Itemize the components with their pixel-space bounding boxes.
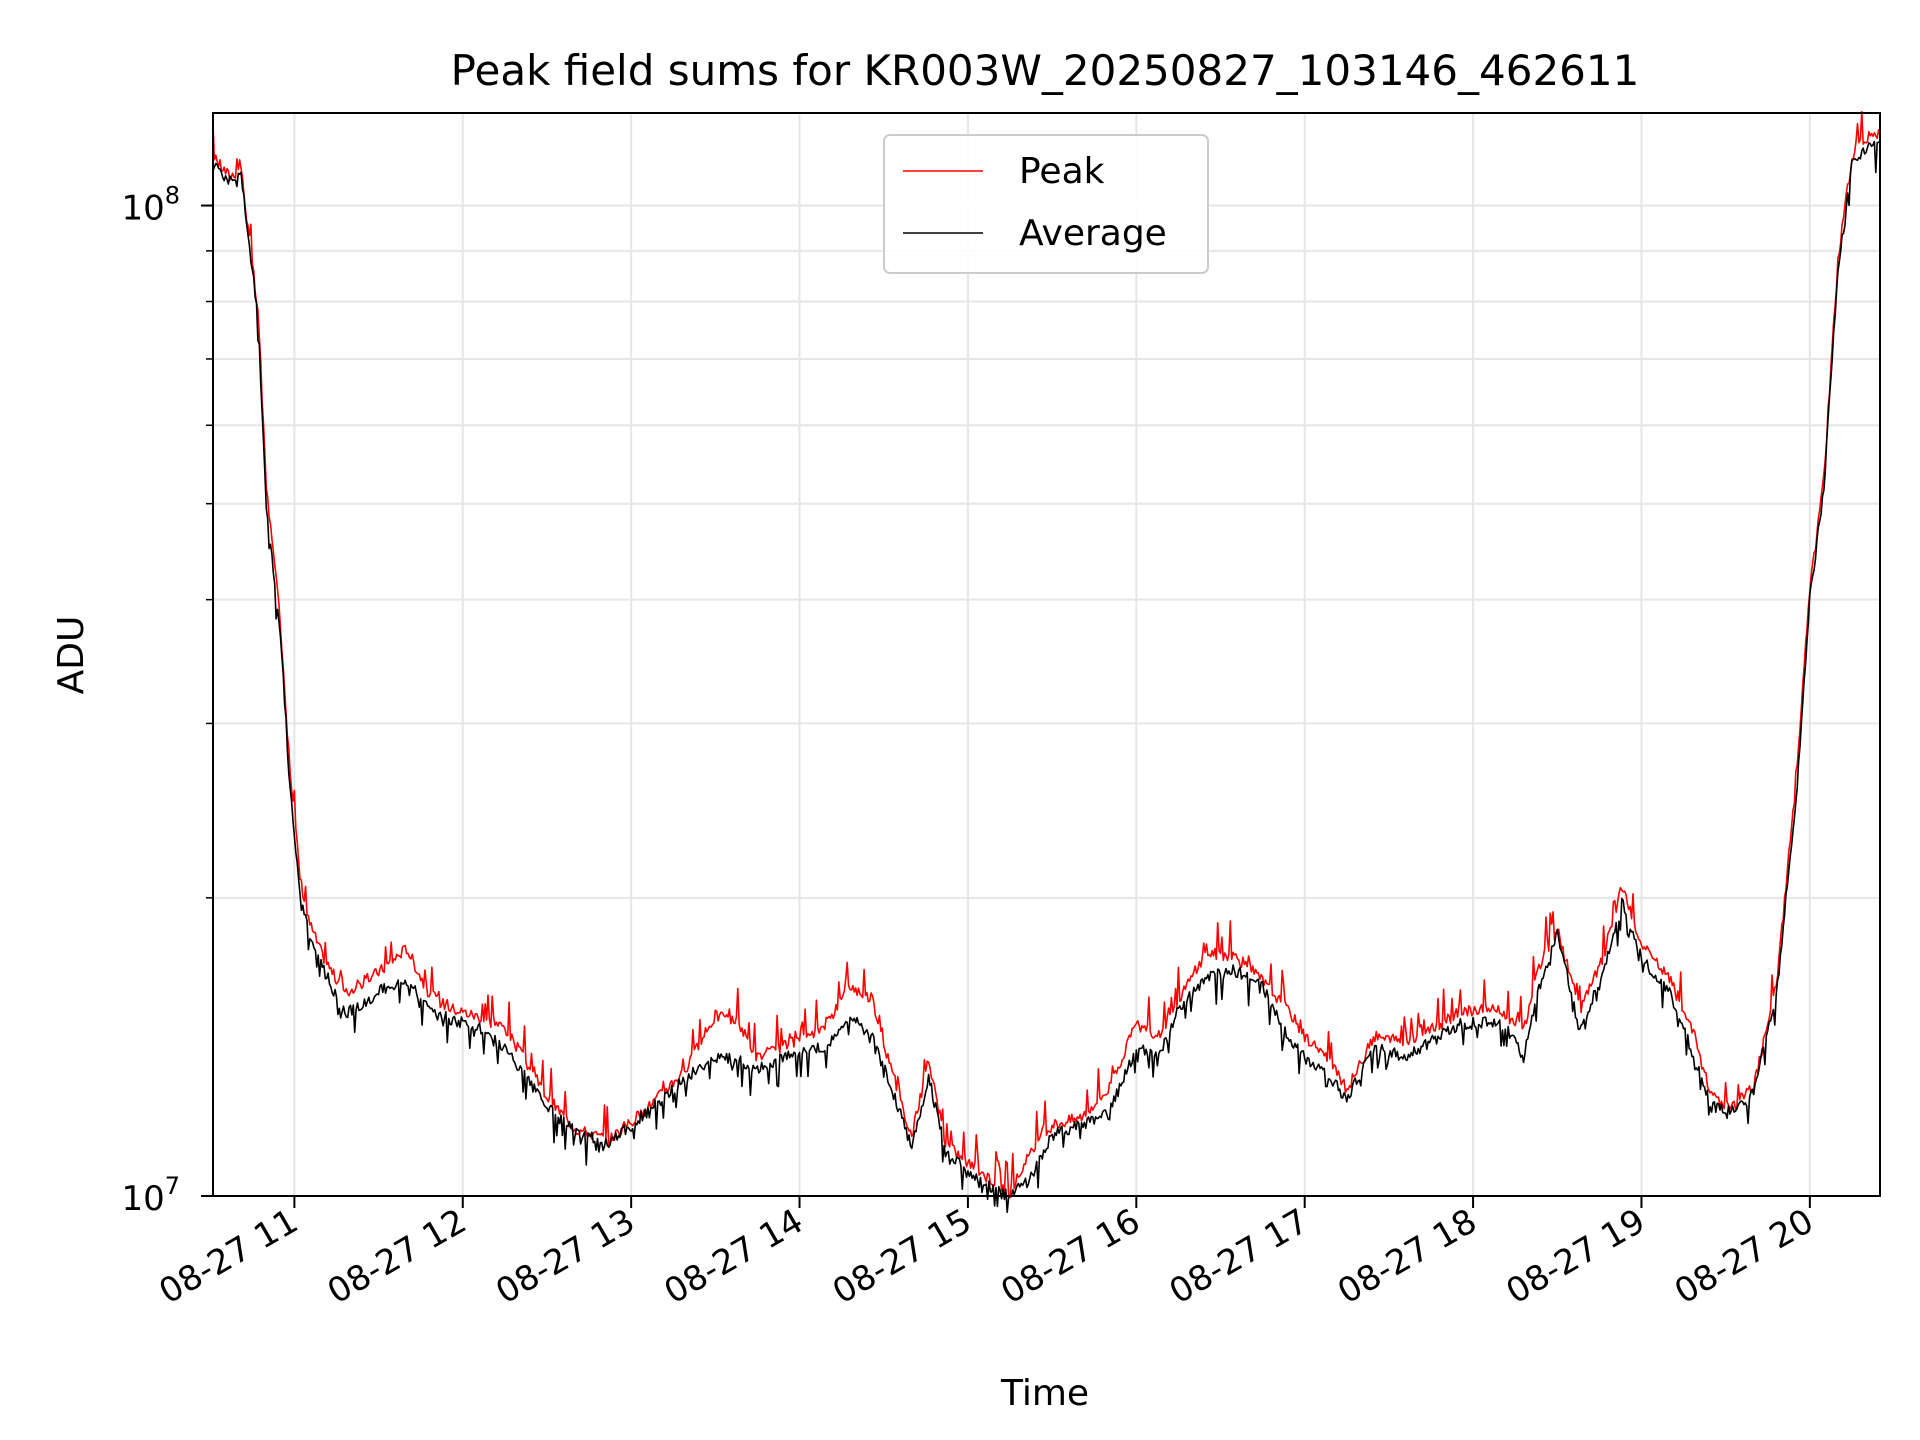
legend-peak-label: Peak: [1019, 151, 1105, 192]
legend: Peak Average: [883, 134, 1209, 274]
y-axis-label: ADU: [51, 616, 92, 695]
plot-lines: [212, 110, 1881, 1214]
x-axis-label: Time: [1000, 1373, 1089, 1414]
y-axis: 107 108: [121, 182, 213, 1219]
legend-average-label: Average: [1019, 213, 1167, 254]
y-tick-label: 108: [121, 182, 180, 229]
plot-frame: [212, 112, 1881, 1197]
legend-box: [883, 134, 1209, 274]
series-line-average: [212, 140, 1881, 1214]
y-tick-label: 107: [121, 1172, 180, 1219]
series-line-peak: [212, 110, 1881, 1199]
chart-title: Peak field sums for KR003W_20250827_1031…: [451, 46, 1640, 95]
